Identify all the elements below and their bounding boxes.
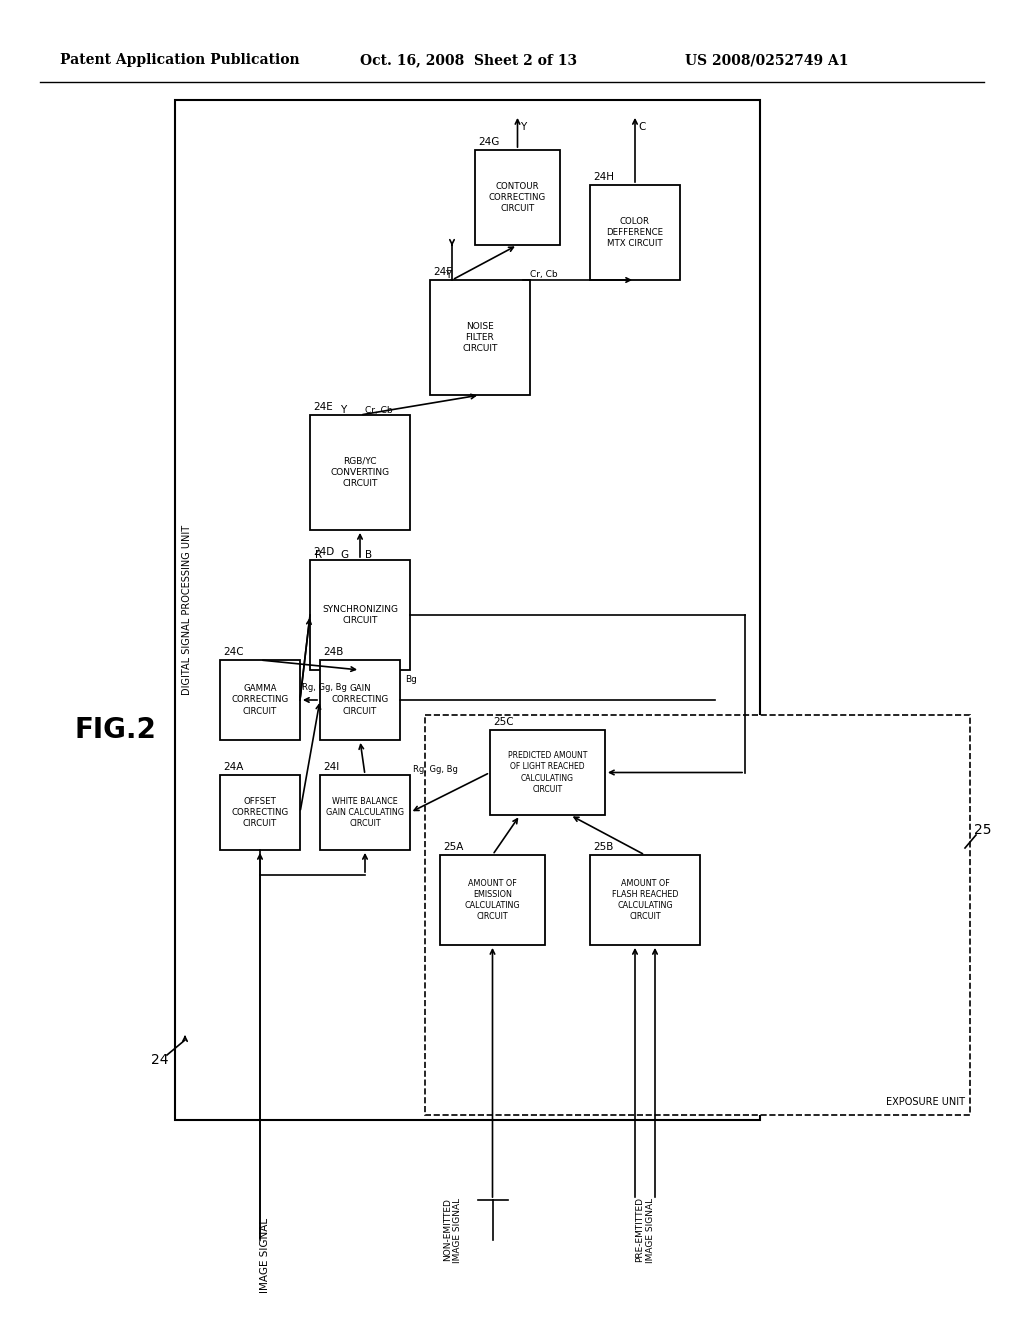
Text: GAIN
CORRECTING
CIRCUIT: GAIN CORRECTING CIRCUIT bbox=[332, 684, 389, 715]
Text: 24D: 24D bbox=[313, 546, 334, 557]
Text: 25: 25 bbox=[974, 822, 992, 837]
Bar bbox=[440, 855, 545, 945]
Text: 24E: 24E bbox=[313, 403, 333, 412]
Text: Y: Y bbox=[520, 121, 526, 132]
Text: Cr, Cb: Cr, Cb bbox=[365, 405, 392, 414]
Text: CONTOUR
CORRECTING
CIRCUIT: CONTOUR CORRECTING CIRCUIT bbox=[488, 182, 546, 213]
Text: G: G bbox=[340, 550, 348, 560]
Bar bbox=[590, 185, 680, 280]
Text: OFFSET
CORRECTING
CIRCUIT: OFFSET CORRECTING CIRCUIT bbox=[231, 797, 289, 828]
Text: SYNCHRONIZING
CIRCUIT: SYNCHRONIZING CIRCUIT bbox=[322, 605, 398, 626]
Bar bbox=[490, 730, 605, 814]
Text: Rg, Gg, Bg: Rg, Gg, Bg bbox=[302, 684, 347, 693]
Text: Cr, Cb: Cr, Cb bbox=[530, 271, 558, 280]
Text: AMOUNT OF
EMISSION
CALCULATING
CIRCUIT: AMOUNT OF EMISSION CALCULATING CIRCUIT bbox=[465, 879, 520, 921]
Text: 24F: 24F bbox=[433, 267, 453, 277]
Text: Oct. 16, 2008  Sheet 2 of 13: Oct. 16, 2008 Sheet 2 of 13 bbox=[360, 53, 578, 67]
Text: DIGITAL SIGNAL PROCESSING UNIT: DIGITAL SIGNAL PROCESSING UNIT bbox=[182, 525, 193, 696]
Text: NON-EMITTED
IMAGE SIGNAL: NON-EMITTED IMAGE SIGNAL bbox=[442, 1197, 462, 1262]
Bar bbox=[590, 855, 700, 945]
Text: COLOR
DEFFERENCE
MTX CIRCUIT: COLOR DEFFERENCE MTX CIRCUIT bbox=[606, 216, 664, 248]
Text: 24C: 24C bbox=[223, 647, 244, 657]
Text: 24G: 24G bbox=[478, 137, 500, 147]
Text: IMAGE SIGNAL: IMAGE SIGNAL bbox=[260, 1217, 270, 1292]
Text: RGB/YC
CONVERTING
CIRCUIT: RGB/YC CONVERTING CIRCUIT bbox=[331, 457, 389, 488]
Text: WHITE BALANCE
GAIN CALCULATING
CIRCUIT: WHITE BALANCE GAIN CALCULATING CIRCUIT bbox=[326, 797, 404, 828]
Text: PREDICTED AMOUNT
OF LIGHT REACHED
CALCULATING
CIRCUIT: PREDICTED AMOUNT OF LIGHT REACHED CALCUL… bbox=[508, 751, 587, 793]
Text: 25C: 25C bbox=[493, 717, 514, 727]
Text: EXPOSURE UNIT: EXPOSURE UNIT bbox=[886, 1097, 965, 1107]
Bar bbox=[430, 280, 530, 395]
Bar bbox=[310, 560, 410, 671]
Bar bbox=[220, 660, 300, 741]
Bar bbox=[319, 660, 400, 741]
Text: GAMMA
CORRECTING
CIRCUIT: GAMMA CORRECTING CIRCUIT bbox=[231, 684, 289, 715]
Text: 24H: 24H bbox=[593, 172, 614, 182]
Text: 24: 24 bbox=[152, 1053, 169, 1067]
Text: Patent Application Publication: Patent Application Publication bbox=[60, 53, 300, 67]
Text: R: R bbox=[315, 550, 323, 560]
Bar bbox=[425, 715, 970, 1115]
Text: B: B bbox=[365, 550, 372, 560]
Text: C: C bbox=[638, 121, 645, 132]
Bar bbox=[319, 775, 410, 850]
Bar bbox=[310, 414, 410, 531]
Text: FIG.2: FIG.2 bbox=[74, 715, 156, 744]
Text: 24A: 24A bbox=[223, 762, 244, 772]
Text: Y: Y bbox=[445, 271, 452, 280]
Text: 24B: 24B bbox=[323, 647, 343, 657]
Text: US 2008/0252749 A1: US 2008/0252749 A1 bbox=[685, 53, 849, 67]
Text: 25A: 25A bbox=[443, 842, 464, 851]
Text: Rg, Gg, Bg: Rg, Gg, Bg bbox=[413, 766, 458, 775]
Text: AMOUNT OF
FLASH REACHED
CALCULATING
CIRCUIT: AMOUNT OF FLASH REACHED CALCULATING CIRC… bbox=[611, 879, 678, 921]
Bar bbox=[475, 150, 560, 246]
Text: 24I: 24I bbox=[323, 762, 339, 772]
Bar bbox=[220, 775, 300, 850]
Text: Bg: Bg bbox=[406, 676, 417, 685]
Bar bbox=[175, 100, 760, 1119]
Text: PRE-EMTITTED
IMAGE SIGNAL: PRE-EMTITTED IMAGE SIGNAL bbox=[635, 1197, 654, 1262]
Text: 25B: 25B bbox=[593, 842, 613, 851]
Text: Y: Y bbox=[340, 405, 346, 414]
Text: NOISE
FILTER
CIRCUIT: NOISE FILTER CIRCUIT bbox=[462, 322, 498, 354]
